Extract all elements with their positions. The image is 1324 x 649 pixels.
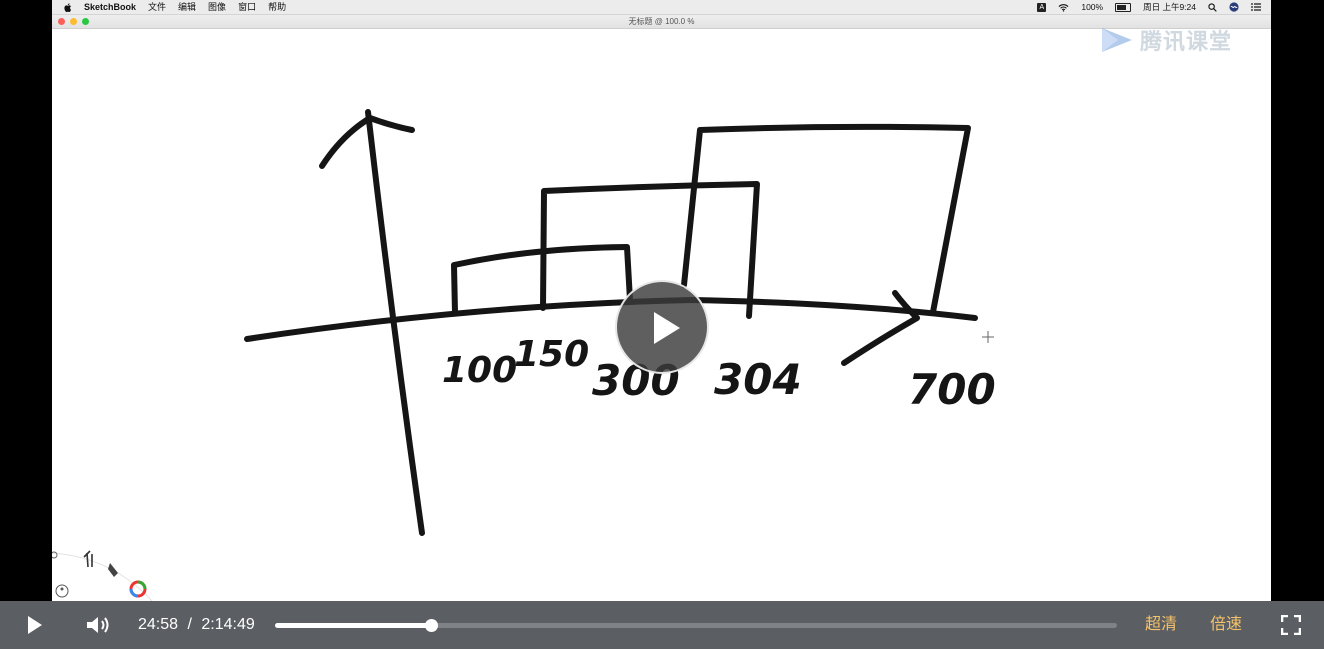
wifi-icon[interactable] bbox=[1058, 3, 1069, 12]
quality-button[interactable]: 超清 bbox=[1145, 616, 1178, 633]
watermark-text: 腾讯课堂 bbox=[1140, 29, 1233, 54]
apple-icon[interactable] bbox=[64, 2, 72, 12]
menu-clock[interactable]: 周日 上午9:24 bbox=[1143, 2, 1196, 12]
window-title: 无标题 @ 100.0 % bbox=[628, 17, 695, 26]
settings-icon bbox=[52, 551, 58, 559]
axis-label-700: 700 bbox=[908, 365, 996, 414]
menu-file[interactable]: 文件 bbox=[148, 2, 167, 12]
menu-edit[interactable]: 编辑 bbox=[178, 2, 197, 12]
progress-handle[interactable] bbox=[424, 619, 438, 632]
menu-help[interactable]: 帮助 bbox=[268, 2, 287, 12]
window-minimize-icon[interactable] bbox=[70, 18, 77, 25]
user-icon bbox=[55, 584, 69, 598]
window-title-bar: 无标题 @ 100.0 % bbox=[52, 15, 1271, 29]
tencent-classroom-logo-icon bbox=[1102, 28, 1132, 52]
notification-center-icon[interactable] bbox=[1251, 3, 1261, 11]
transform-icon bbox=[83, 550, 93, 568]
battery-icon[interactable] bbox=[1115, 2, 1132, 12]
mac-menu-bar: SketchBook 文件 编辑 图像 窗口 帮助 A 100% 周日 上午9:… bbox=[52, 0, 1271, 15]
sketchbook-lagoon-tools bbox=[52, 545, 172, 601]
sketchbook-screen: SketchBook 文件 编辑 图像 窗口 帮助 A 100% 周日 上午9:… bbox=[52, 0, 1271, 601]
window-close-icon[interactable] bbox=[58, 18, 65, 25]
brush-icon bbox=[108, 563, 118, 577]
playback-time: 24:58 / 2:14:49 bbox=[138, 601, 255, 649]
total-duration: 2:14:49 bbox=[201, 616, 255, 633]
time-separator: / bbox=[187, 616, 192, 633]
progress-fill bbox=[275, 623, 431, 628]
battery-percent: 100% bbox=[1081, 2, 1104, 12]
box-300-700-stroke bbox=[681, 123, 971, 315]
window-zoom-icon[interactable] bbox=[82, 18, 89, 25]
menu-image[interactable]: 图像 bbox=[208, 2, 227, 12]
spotlight-search-icon[interactable] bbox=[1208, 2, 1217, 12]
menu-window[interactable]: 窗口 bbox=[238, 2, 257, 12]
axis-label-150: 150 bbox=[514, 334, 589, 375]
current-time: 24:58 bbox=[138, 616, 179, 633]
hand-drawn-canvas[interactable]: 100 150 300 304 700 bbox=[52, 0, 1271, 601]
big-play-button[interactable] bbox=[615, 280, 709, 374]
siri-icon[interactable] bbox=[1229, 2, 1239, 12]
tencent-classroom-watermark: 腾讯课堂 bbox=[1098, 24, 1232, 56]
x-axis-arrowhead-stroke bbox=[841, 290, 920, 366]
x-axis-stroke bbox=[244, 297, 978, 342]
playback-speed-button[interactable]: 倍速 bbox=[1210, 616, 1243, 633]
video-control-bar: 24:58 / 2:14:49 超清 倍速 bbox=[0, 601, 1324, 649]
box-100-300-stroke bbox=[451, 244, 633, 316]
progress-bar[interactable] bbox=[275, 619, 1117, 632]
crosshair-cursor-icon bbox=[982, 331, 994, 343]
volume-icon[interactable] bbox=[84, 613, 112, 637]
axis-label-304: 304 bbox=[714, 355, 802, 404]
fullscreen-icon[interactable] bbox=[1281, 615, 1301, 635]
play-icon[interactable] bbox=[22, 613, 46, 637]
input-source-icon[interactable]: A bbox=[1037, 2, 1047, 12]
axis-label-100: 100 bbox=[442, 350, 517, 391]
lagoon-tool-icons[interactable] bbox=[52, 545, 172, 601]
y-axis-arrowhead-stroke bbox=[319, 115, 415, 169]
menu-app-name[interactable]: SketchBook bbox=[84, 2, 137, 12]
box-150-304-stroke bbox=[540, 181, 760, 319]
